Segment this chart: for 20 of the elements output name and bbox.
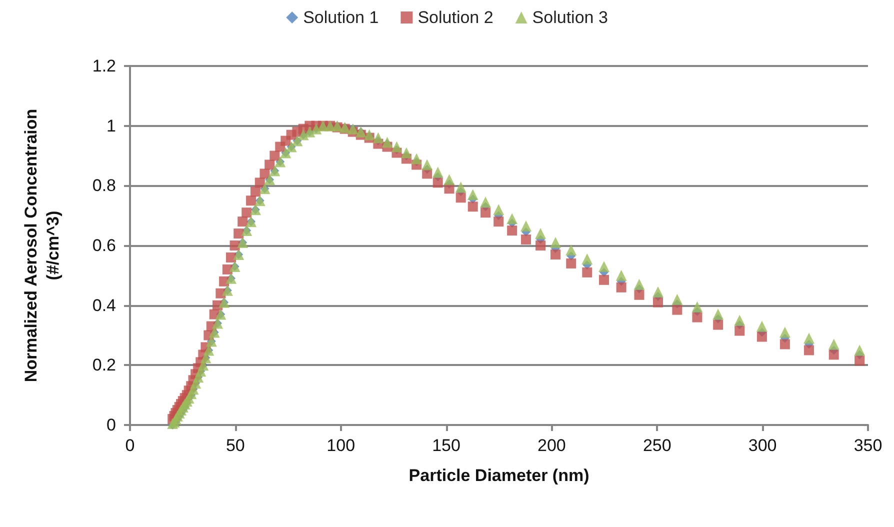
x-tick-label: 200 [538,436,566,455]
y-axis-title: Normalized Aerosol Concentraion (#/cm^3) [22,108,62,382]
x-tick-label: 150 [432,436,460,455]
y-tick-label: 1 [106,116,116,136]
y-tick-label: 0 [106,416,116,434]
x-tick-label: 50 [226,436,245,455]
legend-label: Solution 2 [418,8,494,27]
y-tick-label: 0.4 [92,296,116,315]
x-tick-label: 250 [642,436,672,455]
x-axis-title: Particle Diameter (nm) [408,466,590,485]
x-tick-label: 100 [326,436,356,455]
y-tick-label: 0.2 [92,356,116,375]
x-tick-label: 350 [854,436,882,455]
y-tick-label: 0.6 [92,236,116,255]
x-tick-label: 0 [125,436,135,455]
legend-label: Solution 3 [532,8,608,27]
y-tick-label: 1.2 [92,56,116,76]
legend-label: Solution 1 [303,8,379,27]
x-tick-label: 300 [748,436,777,455]
y-tick-label: 0.8 [92,176,116,196]
